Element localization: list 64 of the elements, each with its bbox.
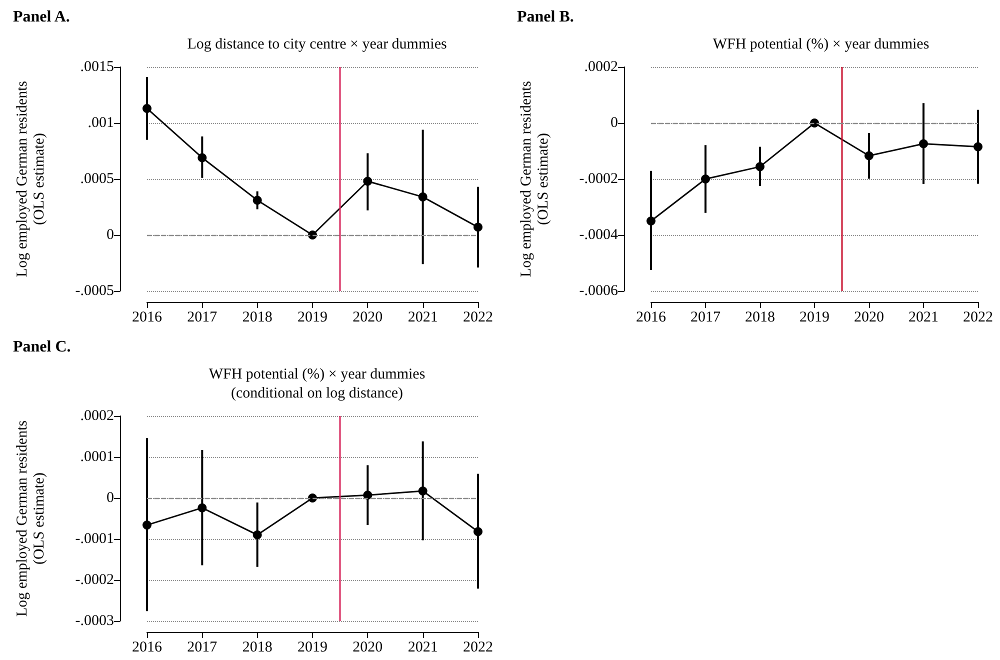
point — [474, 222, 482, 232]
x-tick-label: 2018 — [745, 310, 775, 326]
y-tick-label: .001 — [88, 115, 114, 131]
point — [974, 142, 982, 152]
y-tick-label: -.0005 — [75, 283, 114, 299]
x-tick-label: 2017 — [187, 640, 218, 656]
y-tick-label: -.0004 — [579, 227, 618, 243]
point — [474, 527, 482, 536]
x-tick-label: 2021 — [408, 640, 438, 656]
x-tick-label: 2022 — [463, 310, 493, 326]
point — [418, 486, 428, 496]
x-tick-label: 2022 — [463, 640, 493, 656]
y-tick-label: -.0006 — [579, 283, 618, 299]
chart-subtitle: WFH potential (%) × year dummies — [712, 36, 930, 52]
y-tick-label: 0 — [106, 490, 114, 506]
y-tick-label: -.0003 — [75, 613, 114, 629]
x-tick-label: 2017 — [690, 310, 721, 326]
y-tick-label: .0015 — [80, 59, 114, 75]
point — [919, 139, 928, 148]
x-tick-label: 2018 — [242, 640, 272, 656]
point — [252, 196, 262, 205]
point — [363, 490, 372, 500]
y-tick-label: .0001 — [80, 449, 114, 465]
x-tick-label: 2019 — [298, 640, 328, 656]
point — [756, 162, 764, 172]
point — [418, 192, 428, 202]
x-tick-label: 2017 — [187, 310, 218, 326]
x-tick-label: 2020 — [854, 310, 884, 326]
point — [646, 216, 656, 226]
x-tick-label: 2016 — [132, 640, 162, 656]
point — [142, 104, 152, 113]
y-axis-title: Log employed German residents (OLS estimate) — [518, 80, 552, 278]
x-tick-label: 2020 — [352, 310, 383, 326]
x-tick-label: 2016 — [132, 310, 162, 326]
point — [363, 176, 372, 186]
y-tick-label: .0005 — [80, 171, 114, 187]
y-tick-label: .0002 — [80, 408, 114, 424]
x-tick-label: 2016 — [636, 310, 666, 326]
y-axis-title: Log employed German residents (OLS estimate) — [14, 80, 48, 278]
y-tick-label: -.0002 — [579, 171, 618, 187]
x-tick-label: 2020 — [352, 640, 383, 656]
y-tick-label: .0002 — [584, 59, 618, 75]
y-axis-title: Log employed German residents (OLS estimate) — [14, 420, 48, 617]
chart-title: Panel C. — [13, 338, 71, 356]
point — [701, 174, 710, 184]
y-tick-label: -.0001 — [75, 531, 114, 547]
x-tick-label: 2021 — [408, 310, 438, 326]
x-tick-label: 2018 — [242, 310, 272, 326]
x-tick-label: 2019 — [298, 310, 328, 326]
y-tick-label: -.0002 — [75, 572, 114, 588]
point — [198, 153, 207, 162]
point — [198, 503, 207, 512]
chart-title: Panel A. — [13, 8, 70, 26]
chart-title: Panel B. — [517, 8, 574, 26]
point — [864, 151, 874, 160]
x-tick-label: 2021 — [908, 310, 938, 326]
chart-subtitle: WFH potential (%) × year dummies (conditional on log distance) — [208, 366, 426, 402]
point — [252, 530, 262, 540]
point — [142, 520, 152, 530]
chart-subtitle: Log distance to city centre × year dummies — [187, 36, 447, 52]
x-tick-label: 2022 — [963, 310, 993, 326]
y-tick-label: 0 — [610, 115, 618, 131]
x-tick-label: 2019 — [800, 310, 830, 326]
y-tick-label: 0 — [106, 227, 114, 243]
